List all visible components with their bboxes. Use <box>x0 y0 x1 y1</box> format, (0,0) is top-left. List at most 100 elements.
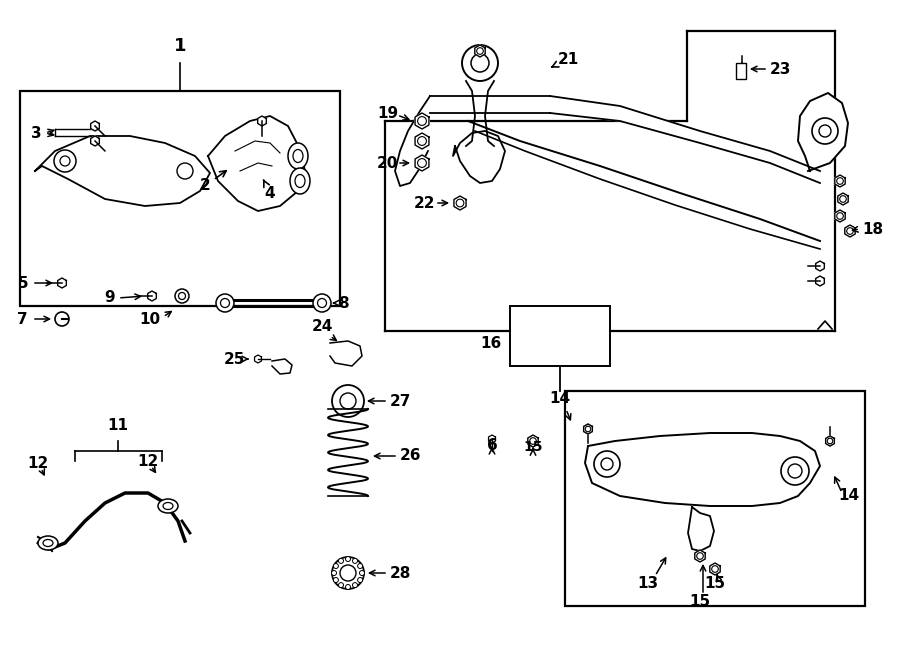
Ellipse shape <box>295 175 305 188</box>
Circle shape <box>332 385 364 417</box>
Ellipse shape <box>43 539 53 547</box>
Text: 10: 10 <box>140 311 160 327</box>
Text: 7: 7 <box>17 311 28 327</box>
Text: 2: 2 <box>200 171 226 194</box>
Circle shape <box>788 464 802 478</box>
Text: 26: 26 <box>400 449 421 463</box>
Circle shape <box>60 156 70 166</box>
Text: 19: 19 <box>377 106 398 120</box>
Bar <box>510 306 610 366</box>
Polygon shape <box>585 433 820 506</box>
Polygon shape <box>835 210 845 222</box>
Polygon shape <box>35 136 210 206</box>
Ellipse shape <box>318 299 327 307</box>
Circle shape <box>333 578 338 582</box>
Bar <box>736 63 746 79</box>
Text: 17: 17 <box>512 348 533 363</box>
Text: 1: 1 <box>174 37 186 55</box>
Circle shape <box>346 557 350 561</box>
Ellipse shape <box>38 536 58 550</box>
Circle shape <box>353 582 357 588</box>
Polygon shape <box>527 435 538 447</box>
Polygon shape <box>815 276 824 286</box>
Circle shape <box>340 393 356 409</box>
Circle shape <box>471 54 489 72</box>
Circle shape <box>812 118 838 144</box>
Polygon shape <box>330 341 362 366</box>
Ellipse shape <box>216 294 234 312</box>
Text: 15: 15 <box>689 594 711 609</box>
Bar <box>565 391 865 606</box>
Text: 8: 8 <box>338 295 348 311</box>
Ellipse shape <box>158 499 178 513</box>
Polygon shape <box>208 116 305 211</box>
Polygon shape <box>695 550 706 562</box>
Polygon shape <box>91 121 99 131</box>
Text: 22: 22 <box>413 196 435 210</box>
Polygon shape <box>798 93 848 171</box>
Ellipse shape <box>163 502 173 510</box>
Polygon shape <box>815 261 824 271</box>
Text: 9: 9 <box>104 290 115 305</box>
Polygon shape <box>584 424 592 434</box>
Circle shape <box>55 312 69 326</box>
Text: 16: 16 <box>481 336 502 350</box>
Circle shape <box>177 163 193 179</box>
Text: 28: 28 <box>390 566 411 580</box>
Polygon shape <box>710 563 720 575</box>
Ellipse shape <box>288 143 308 169</box>
Text: 12: 12 <box>27 455 49 471</box>
Polygon shape <box>415 113 429 129</box>
Polygon shape <box>475 45 485 57</box>
Polygon shape <box>58 278 67 288</box>
Polygon shape <box>395 96 430 186</box>
Polygon shape <box>551 336 559 346</box>
Circle shape <box>357 563 363 568</box>
Text: 20: 20 <box>376 155 398 171</box>
Circle shape <box>332 557 364 589</box>
Polygon shape <box>257 116 266 126</box>
Circle shape <box>338 559 344 563</box>
Text: 3: 3 <box>32 126 42 141</box>
Polygon shape <box>415 155 429 171</box>
Circle shape <box>346 584 350 590</box>
Polygon shape <box>825 436 834 446</box>
Circle shape <box>462 45 498 81</box>
Polygon shape <box>584 424 592 434</box>
Bar <box>385 31 835 331</box>
Polygon shape <box>415 133 429 149</box>
Polygon shape <box>91 136 99 146</box>
Text: 13: 13 <box>637 576 659 590</box>
Ellipse shape <box>178 293 185 299</box>
Polygon shape <box>148 291 157 301</box>
Ellipse shape <box>313 294 331 312</box>
Text: 25: 25 <box>223 352 245 366</box>
Text: 27: 27 <box>390 393 411 408</box>
Polygon shape <box>272 359 292 374</box>
Ellipse shape <box>290 168 310 194</box>
Circle shape <box>357 578 363 582</box>
Bar <box>20 91 340 306</box>
Text: 15: 15 <box>523 440 543 454</box>
Polygon shape <box>430 96 550 113</box>
Text: 6: 6 <box>487 438 498 453</box>
Circle shape <box>331 570 337 576</box>
Text: 5: 5 <box>17 276 28 290</box>
Circle shape <box>353 559 357 563</box>
Circle shape <box>340 565 356 581</box>
Circle shape <box>594 451 620 477</box>
Circle shape <box>781 457 809 485</box>
Circle shape <box>333 563 338 568</box>
Polygon shape <box>536 321 544 331</box>
Polygon shape <box>845 225 855 237</box>
Ellipse shape <box>220 299 230 307</box>
Ellipse shape <box>175 289 189 303</box>
Polygon shape <box>489 435 496 443</box>
Text: 12: 12 <box>138 453 158 469</box>
Text: 14: 14 <box>549 391 571 406</box>
Text: 18: 18 <box>862 221 883 237</box>
Polygon shape <box>688 507 714 551</box>
Text: 4: 4 <box>264 180 275 200</box>
Circle shape <box>601 458 613 470</box>
Text: 24: 24 <box>311 319 333 334</box>
